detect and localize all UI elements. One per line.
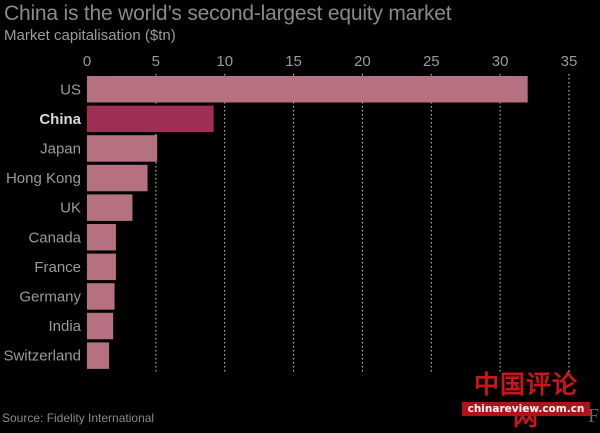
bar-china <box>87 105 214 133</box>
bar-germany <box>87 283 115 310</box>
category-label-france: France <box>34 259 81 276</box>
bar-switzerland <box>87 342 110 369</box>
x-tick-label-0: 0 <box>83 53 91 70</box>
x-tick-label-25: 25 <box>423 53 440 70</box>
category-labels: US China Japan Hong Kong UK Canada France Germa… <box>3 81 81 364</box>
category-label-germany: Germany <box>19 288 81 305</box>
bars <box>87 76 528 369</box>
category-label-us: US <box>60 81 81 98</box>
x-tick-label-20: 20 <box>354 53 371 70</box>
x-tick-label-5: 5 <box>152 53 160 70</box>
x-tick-labels: 0 5 10 15 20 25 30 35 <box>83 53 578 70</box>
bar-canada <box>87 224 116 251</box>
x-tick-label-10: 10 <box>216 53 233 70</box>
category-label-switzerland: Switzerland <box>3 348 81 365</box>
bar-hong-kong <box>87 164 148 192</box>
chart-subtitle: Market capitalisation ($tn) <box>4 27 176 44</box>
watermark-url: chinareview.com.cn <box>462 402 590 416</box>
category-label-japan: Japan <box>40 140 81 157</box>
bar-us <box>87 76 528 103</box>
bar-france <box>87 253 116 281</box>
x-tick-label-15: 15 <box>285 53 302 70</box>
category-label-canada: Canada <box>28 229 81 246</box>
watermark-title: 中国评论网 <box>473 370 578 431</box>
bar-japan <box>87 135 158 162</box>
category-label-hong-kong: Hong Kong <box>6 170 81 187</box>
bar-uk <box>87 194 133 221</box>
category-label-china: China <box>39 111 81 128</box>
x-tick-label-35: 35 <box>561 53 578 70</box>
gridlines <box>155 74 570 372</box>
bar-india <box>87 312 114 340</box>
x-tick-label-30: 30 <box>492 53 509 70</box>
chart-title: China is the world’s second-largest equi… <box>4 2 452 25</box>
brand-mark: F <box>588 405 600 427</box>
category-label-uk: UK <box>60 200 81 217</box>
watermark-logo: 中国评论网 chinareview.com.cn <box>462 369 590 431</box>
category-label-india: India <box>48 318 81 335</box>
source-note: Source: Fidelity International <box>2 411 155 425</box>
